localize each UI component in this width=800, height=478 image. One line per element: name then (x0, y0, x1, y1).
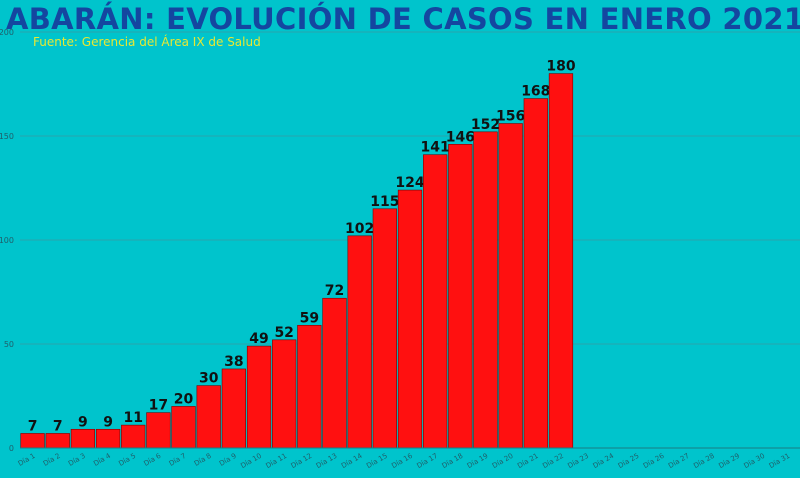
data-label: 7 (53, 418, 63, 434)
x-tick-label: Día 13 (315, 452, 339, 470)
bar (473, 131, 498, 449)
bar (146, 412, 171, 449)
data-label: 124 (395, 175, 424, 191)
data-label: 9 (78, 414, 88, 430)
x-tick-label: Día 22 (541, 452, 565, 470)
data-label: 49 (249, 331, 268, 347)
x-tick-label: Día 1 (17, 452, 37, 468)
bar (95, 428, 121, 449)
data-label: 141 (421, 140, 450, 156)
x-tick-label: Día 30 (743, 452, 767, 470)
x-tick-label: Día 7 (168, 452, 188, 468)
bar (372, 208, 397, 449)
data-label: 52 (274, 325, 293, 341)
bar (20, 433, 45, 449)
bar (171, 406, 196, 449)
chart-subtitle: Fuente: Gerencia del Área IX de Salud (33, 35, 261, 49)
x-tick-label: Día 4 (92, 452, 112, 468)
data-label: 156 (496, 109, 525, 125)
data-label: 17 (149, 398, 168, 414)
y-tick-label: 100 (0, 236, 14, 245)
x-tick-label: Día 9 (218, 452, 238, 468)
x-tick-label: Día 18 (441, 452, 465, 470)
x-tick-label: Día 3 (67, 452, 87, 468)
data-label: 168 (521, 84, 550, 100)
bar (423, 154, 448, 449)
y-tick-label: 50 (4, 340, 14, 349)
x-tick-label: Día 5 (117, 452, 137, 468)
data-label: 11 (123, 410, 142, 426)
bar (221, 368, 246, 449)
x-tick-label: Día 10 (239, 452, 263, 470)
bar (297, 324, 322, 449)
data-label: 9 (103, 414, 113, 430)
data-label: 30 (199, 371, 219, 387)
bar (45, 433, 70, 449)
x-tick-label: Día 28 (692, 452, 716, 470)
data-label: 102 (345, 221, 374, 237)
x-tick-label: Día 21 (516, 452, 540, 470)
bar (347, 235, 372, 449)
data-label: 146 (446, 129, 475, 145)
bar (272, 339, 297, 449)
bar (196, 385, 221, 449)
bar (322, 297, 347, 449)
data-label: 152 (471, 117, 500, 133)
data-label: 7 (28, 418, 38, 434)
y-tick-label: 200 (0, 28, 14, 37)
x-tick-label: Día 2 (42, 452, 62, 468)
x-tick-label: Día 12 (290, 452, 314, 470)
x-tick-label: Día 26 (642, 452, 666, 471)
bar (397, 189, 423, 449)
x-tick-label: Día 24 (592, 452, 616, 471)
x-tick-label: Día 20 (491, 452, 515, 470)
data-label: 38 (224, 354, 243, 370)
data-label: 20 (174, 391, 194, 407)
bar (523, 98, 548, 449)
x-tick-label: Día 8 (193, 452, 213, 468)
data-label: 72 (325, 283, 344, 299)
x-tick-label: Día 25 (617, 452, 641, 470)
x-tick-label: Día 6 (143, 452, 163, 468)
data-label: 59 (300, 310, 319, 326)
x-tick-label: Día 17 (415, 452, 439, 470)
y-tick-label: 150 (0, 132, 14, 141)
x-tick-label: Día 27 (667, 452, 691, 470)
x-tick-label: Día 15 (365, 452, 389, 470)
bar (70, 428, 96, 449)
y-tick-label: 0 (9, 444, 14, 453)
data-label: 180 (546, 59, 575, 75)
x-tick-label: Día 23 (566, 452, 590, 470)
x-tick-label: Día 19 (466, 452, 490, 470)
bar (246, 345, 272, 449)
bar (498, 123, 523, 449)
data-label: 115 (370, 194, 399, 210)
x-tick-label: Día 31 (768, 452, 792, 470)
bar (448, 144, 473, 449)
bar (548, 73, 574, 449)
x-tick-label: Día 29 (717, 452, 741, 470)
bar (121, 424, 146, 449)
chart-title: ABARÁN: EVOLUCIÓN DE CASOS EN ENERO 2021 (6, 2, 800, 36)
x-tick-label: Día 11 (264, 452, 288, 470)
x-tick-label: Día 14 (340, 452, 364, 471)
x-tick-label: Día 16 (390, 452, 414, 471)
